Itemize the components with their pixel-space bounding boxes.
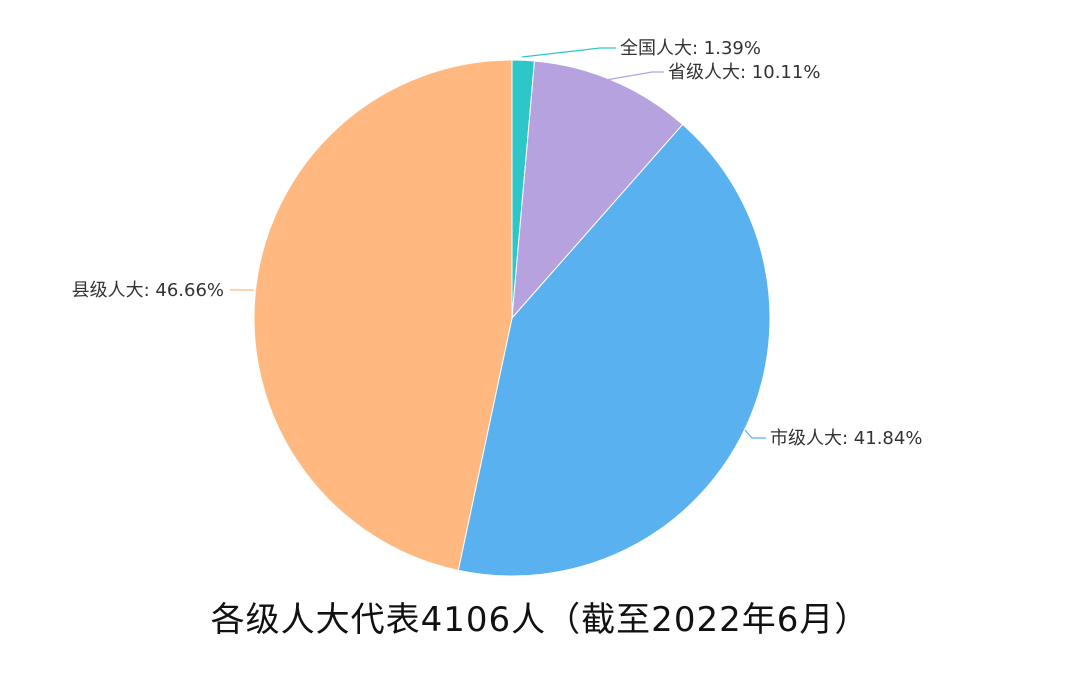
pie-slice-3 [457,123,771,577]
leader-line-2 [605,71,664,81]
slice-label-3: 市级人大: 41.84% [770,428,922,449]
pie-slice-4 [253,59,513,571]
pie-slice-2 [511,60,684,320]
slice-label-1: 全国人大: 1.39% [620,38,761,59]
slice-label-4: 县级人大: 46.66% [72,280,224,301]
leader-line-1 [521,47,616,58]
slice-label-2: 省级人大: 10.11% [668,62,820,83]
leader-line-3 [744,429,766,439]
chart-title: 各级人大代表4106人（截至2022年6月） [210,600,870,640]
